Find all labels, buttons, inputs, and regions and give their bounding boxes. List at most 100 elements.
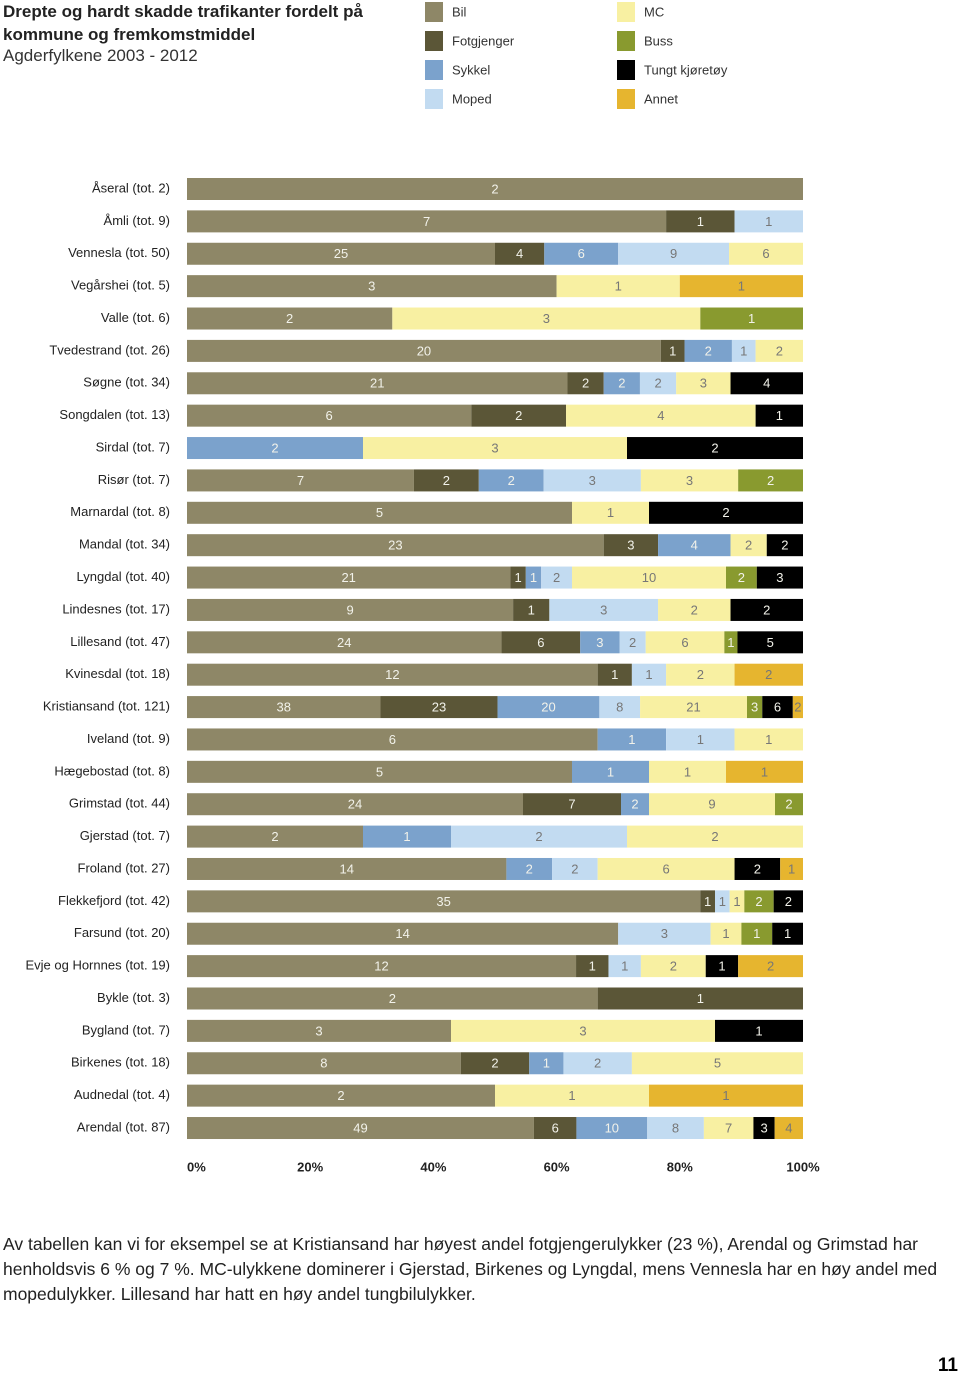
bar-segment [380,696,498,719]
y-tick-label: Marnardal (tot. 8) [70,504,170,519]
data-label: 8 [320,1056,327,1071]
data-label: 3 [627,538,634,553]
y-tick-label: Risør (tot. 7) [98,472,170,487]
data-label: 1 [718,959,725,974]
data-label: 1 [568,1088,575,1103]
data-label: 3 [760,1120,767,1135]
bar-segment [649,1084,803,1107]
data-label: 49 [353,1120,367,1135]
bar-segment [700,890,715,913]
legend-label: Fotgjenger [452,33,515,48]
bar-segment [544,242,619,265]
legend-swatch [617,89,635,109]
data-label: 2 [794,700,801,715]
bar-segment [187,307,393,330]
data-label: 4 [691,538,698,553]
y-tick-label: Arendal (tot. 87) [77,1119,170,1134]
bar-segment [639,372,677,395]
data-label: 2 [722,505,729,520]
bar-segment [621,793,649,816]
data-label: 3 [686,473,693,488]
data-label: 2 [776,343,783,358]
data-label: 1 [645,667,652,682]
bar-segment [710,922,742,945]
bar-segment [187,1117,534,1140]
data-label: 5 [767,635,774,650]
bar-segment [715,890,730,913]
data-label: 2 [711,440,718,455]
y-tick-label: Vegårshei (tot. 5) [71,278,170,293]
bar-segment [187,825,363,848]
bar-segment [392,307,701,330]
legend-swatch [425,89,443,109]
legend-label: Moped [452,91,492,106]
data-label: 6 [326,408,333,423]
y-tick-label: Tvedestrand (tot. 26) [49,342,170,357]
data-label: 2 [629,635,636,650]
bar-segment [792,696,803,719]
data-label: 5 [376,764,383,779]
data-label: 3 [368,279,375,294]
y-tick-label: Flekkefjord (tot. 42) [58,893,170,908]
data-label: 1 [684,764,691,779]
data-label: 7 [568,797,575,812]
data-label: 3 [589,473,596,488]
data-label: 2 [767,473,774,488]
bar-segment [501,631,581,654]
bar-segment [597,857,735,880]
x-tick-label: 20% [297,1159,323,1174]
bar-segment [724,631,738,654]
bar-segment [619,631,646,654]
bar-segment [676,372,731,395]
bar-segment [738,469,803,492]
bar-segment [741,922,773,945]
bar-segment [549,598,659,621]
chart-title: Drepte og hardt skadde trafikanter forde… [3,2,363,44]
data-label: 2 [705,343,712,358]
bar-segment [541,566,572,589]
bar-segment [649,793,775,816]
legend-label: Bil [452,4,467,19]
data-label: 1 [733,894,740,909]
bar-segment [774,1117,803,1140]
bar-segment [684,339,732,362]
data-label: 2 [286,311,293,326]
y-tick-label: Mandal (tot. 34) [79,537,170,552]
legend-label: MC [644,4,664,19]
bar-segment [187,987,598,1010]
bar-segment [478,469,544,492]
data-label: 2 [515,408,522,423]
bar-segment [576,1117,648,1140]
bar-segment [187,890,701,913]
data-label: 10 [605,1120,619,1135]
bar-segment [187,728,598,751]
bar-segment [187,955,577,978]
data-label: 2 [526,861,533,876]
data-label: 12 [374,959,388,974]
data-label: 1 [722,1088,729,1103]
bar-segment [734,210,803,233]
bar-segment [187,501,572,524]
data-label: 1 [704,894,711,909]
data-label: 2 [571,861,578,876]
bar-segment [715,1019,803,1042]
data-label: 3 [751,700,758,715]
y-tick-label: Grimstad (tot. 44) [69,796,170,811]
y-tick-label: Bykle (tot. 3) [97,990,170,1005]
y-tick-label: Froland (tot. 27) [78,860,171,875]
bar-segment [597,728,667,751]
chart: Bil Fotgjenger Sykkel Moped MC Buss Tungt kjør… [25,2,820,1174]
bar-segment [755,404,803,427]
bar-segment [705,955,739,978]
data-label: 23 [432,700,446,715]
data-label: 2 [389,991,396,1006]
bar-segment [753,1117,775,1140]
data-label: 23 [388,538,402,553]
bar-segment [744,890,774,913]
y-tick-label: Songdalen (tot. 13) [59,407,170,422]
bar-segment [773,890,803,913]
data-label: 9 [708,797,715,812]
bar-segment [726,760,803,783]
bar-segment [552,857,598,880]
